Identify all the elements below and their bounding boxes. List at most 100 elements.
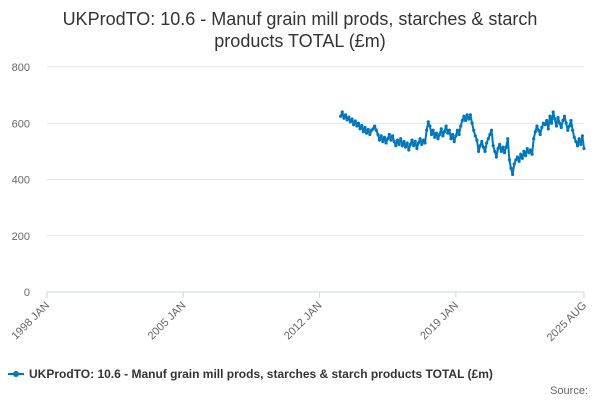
data-point[interactable] xyxy=(421,138,425,142)
data-point[interactable] xyxy=(377,138,382,142)
data-point[interactable] xyxy=(533,130,537,134)
data-point[interactable] xyxy=(514,158,518,162)
data-point[interactable] xyxy=(387,132,391,137)
data-point[interactable] xyxy=(431,128,435,132)
data-point[interactable] xyxy=(368,132,372,137)
data-point[interactable] xyxy=(501,145,505,149)
data-point[interactable] xyxy=(384,141,388,145)
data-point[interactable] xyxy=(413,139,417,144)
data-point[interactable] xyxy=(478,144,482,148)
data-point[interactable] xyxy=(428,124,432,128)
data-point[interactable] xyxy=(540,125,544,130)
data-point[interactable] xyxy=(350,117,354,121)
data-point[interactable] xyxy=(438,132,442,137)
data-point[interactable] xyxy=(481,145,486,149)
data-point[interactable] xyxy=(546,127,550,131)
data-point[interactable] xyxy=(347,115,351,119)
data-point[interactable] xyxy=(442,130,447,134)
data-point[interactable] xyxy=(402,139,406,144)
data-point[interactable] xyxy=(376,132,380,137)
data-point[interactable] xyxy=(515,155,520,159)
data-point[interactable] xyxy=(356,121,361,125)
data-point[interactable] xyxy=(504,145,508,149)
data-point[interactable] xyxy=(416,141,421,145)
data-point[interactable] xyxy=(353,119,357,123)
data-point[interactable] xyxy=(446,131,450,135)
data-point[interactable] xyxy=(520,156,524,161)
data-point[interactable] xyxy=(355,124,359,128)
data-point[interactable] xyxy=(528,148,533,152)
data-point[interactable] xyxy=(472,128,476,132)
data-point[interactable] xyxy=(454,134,458,138)
data-point[interactable] xyxy=(459,124,463,128)
data-point[interactable] xyxy=(496,146,500,151)
data-point[interactable] xyxy=(352,123,356,127)
data-point[interactable] xyxy=(519,152,523,156)
data-point[interactable] xyxy=(386,137,390,141)
data-point[interactable] xyxy=(361,130,365,134)
legend[interactable]: UKProdTO: 10.6 - Manuf grain mill prods,… xyxy=(8,367,493,381)
data-point[interactable] xyxy=(559,125,563,130)
data-point[interactable] xyxy=(561,118,565,123)
data-point[interactable] xyxy=(345,118,349,122)
data-point[interactable] xyxy=(485,141,489,145)
data-point[interactable] xyxy=(412,144,416,148)
data-point[interactable] xyxy=(410,138,414,142)
data-point[interactable] xyxy=(548,114,552,118)
data-point[interactable] xyxy=(373,124,377,128)
data-point[interactable] xyxy=(517,159,521,163)
data-point[interactable] xyxy=(455,128,460,132)
data-point[interactable] xyxy=(363,125,367,130)
data-point[interactable] xyxy=(545,118,549,123)
data-point[interactable] xyxy=(390,134,395,138)
data-point[interactable] xyxy=(558,121,562,125)
data-point[interactable] xyxy=(415,146,419,151)
data-point[interactable] xyxy=(480,139,484,144)
data-point[interactable] xyxy=(493,149,497,153)
data-point[interactable] xyxy=(554,124,559,128)
data-point[interactable] xyxy=(525,146,529,151)
data-point[interactable] xyxy=(403,145,408,149)
data-point[interactable] xyxy=(556,116,560,120)
data-point[interactable] xyxy=(436,137,440,141)
data-point[interactable] xyxy=(574,139,578,144)
data-point[interactable] xyxy=(342,116,346,120)
data-point[interactable] xyxy=(577,137,581,141)
data-point[interactable] xyxy=(425,128,429,132)
data-point[interactable] xyxy=(569,118,573,123)
data-point[interactable] xyxy=(433,135,437,139)
data-point[interactable] xyxy=(566,128,570,132)
data-point[interactable] xyxy=(348,120,352,124)
data-point[interactable] xyxy=(449,137,453,141)
data-point[interactable] xyxy=(339,114,343,118)
data-point[interactable] xyxy=(408,142,413,146)
data-point[interactable] xyxy=(486,137,490,141)
data-point[interactable] xyxy=(343,113,348,117)
data-point[interactable] xyxy=(564,121,568,125)
data-point[interactable] xyxy=(439,127,443,131)
data-point[interactable] xyxy=(407,148,411,152)
data-point[interactable] xyxy=(536,128,541,132)
data-point[interactable] xyxy=(429,132,434,137)
data-point[interactable] xyxy=(567,124,572,128)
data-point[interactable] xyxy=(457,132,461,137)
data-point[interactable] xyxy=(530,152,534,156)
data-point[interactable] xyxy=(553,117,557,121)
data-point[interactable] xyxy=(444,124,448,128)
data-point[interactable] xyxy=(397,142,401,146)
data-point[interactable] xyxy=(434,131,438,135)
data-point[interactable] xyxy=(399,137,403,141)
data-point[interactable] xyxy=(371,127,375,131)
data-point[interactable] xyxy=(423,141,427,145)
data-point[interactable] xyxy=(400,144,404,148)
data-point[interactable] xyxy=(507,158,511,162)
data-point[interactable] xyxy=(395,138,400,142)
data-point[interactable] xyxy=(506,137,510,141)
data-point[interactable] xyxy=(580,134,584,138)
data-point[interactable] xyxy=(575,144,580,148)
data-point[interactable] xyxy=(358,127,362,131)
data-point[interactable] xyxy=(463,118,468,123)
data-point[interactable] xyxy=(452,139,456,144)
data-point[interactable] xyxy=(379,134,383,138)
data-point[interactable] xyxy=(579,142,583,146)
